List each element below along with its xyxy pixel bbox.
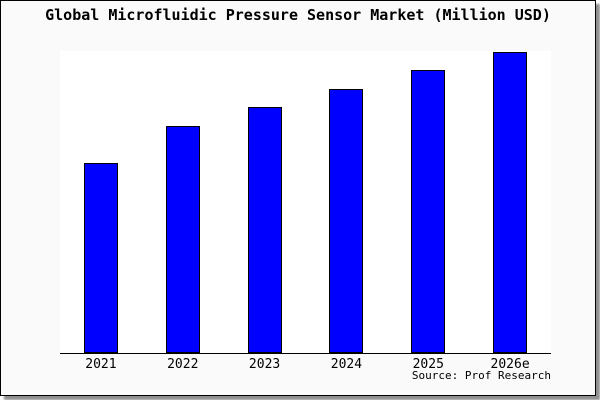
bar-2023 xyxy=(247,107,282,353)
x-tick-2024: 2024 xyxy=(330,357,363,372)
bar-2022 xyxy=(165,126,200,353)
x-axis-labels: 2021 2022 2023 2024 2025 2026e xyxy=(60,357,551,372)
x-tick-2023: 2023 xyxy=(248,357,281,372)
bar-2026e xyxy=(493,52,528,353)
bar-2025 xyxy=(411,70,446,353)
bar-2021 xyxy=(83,163,118,353)
x-tick-2026e: 2026e xyxy=(490,357,530,372)
chart-title: Global Microfluidic Pressure Sensor Mark… xyxy=(45,6,551,24)
source-credit: Source: Prof Research xyxy=(411,369,551,382)
plot-area xyxy=(60,51,551,354)
x-tick-2021: 2021 xyxy=(85,357,117,372)
bar-2024 xyxy=(329,89,364,353)
x-tick-2022: 2022 xyxy=(167,357,199,372)
x-tick-2025: 2025 xyxy=(412,357,444,372)
